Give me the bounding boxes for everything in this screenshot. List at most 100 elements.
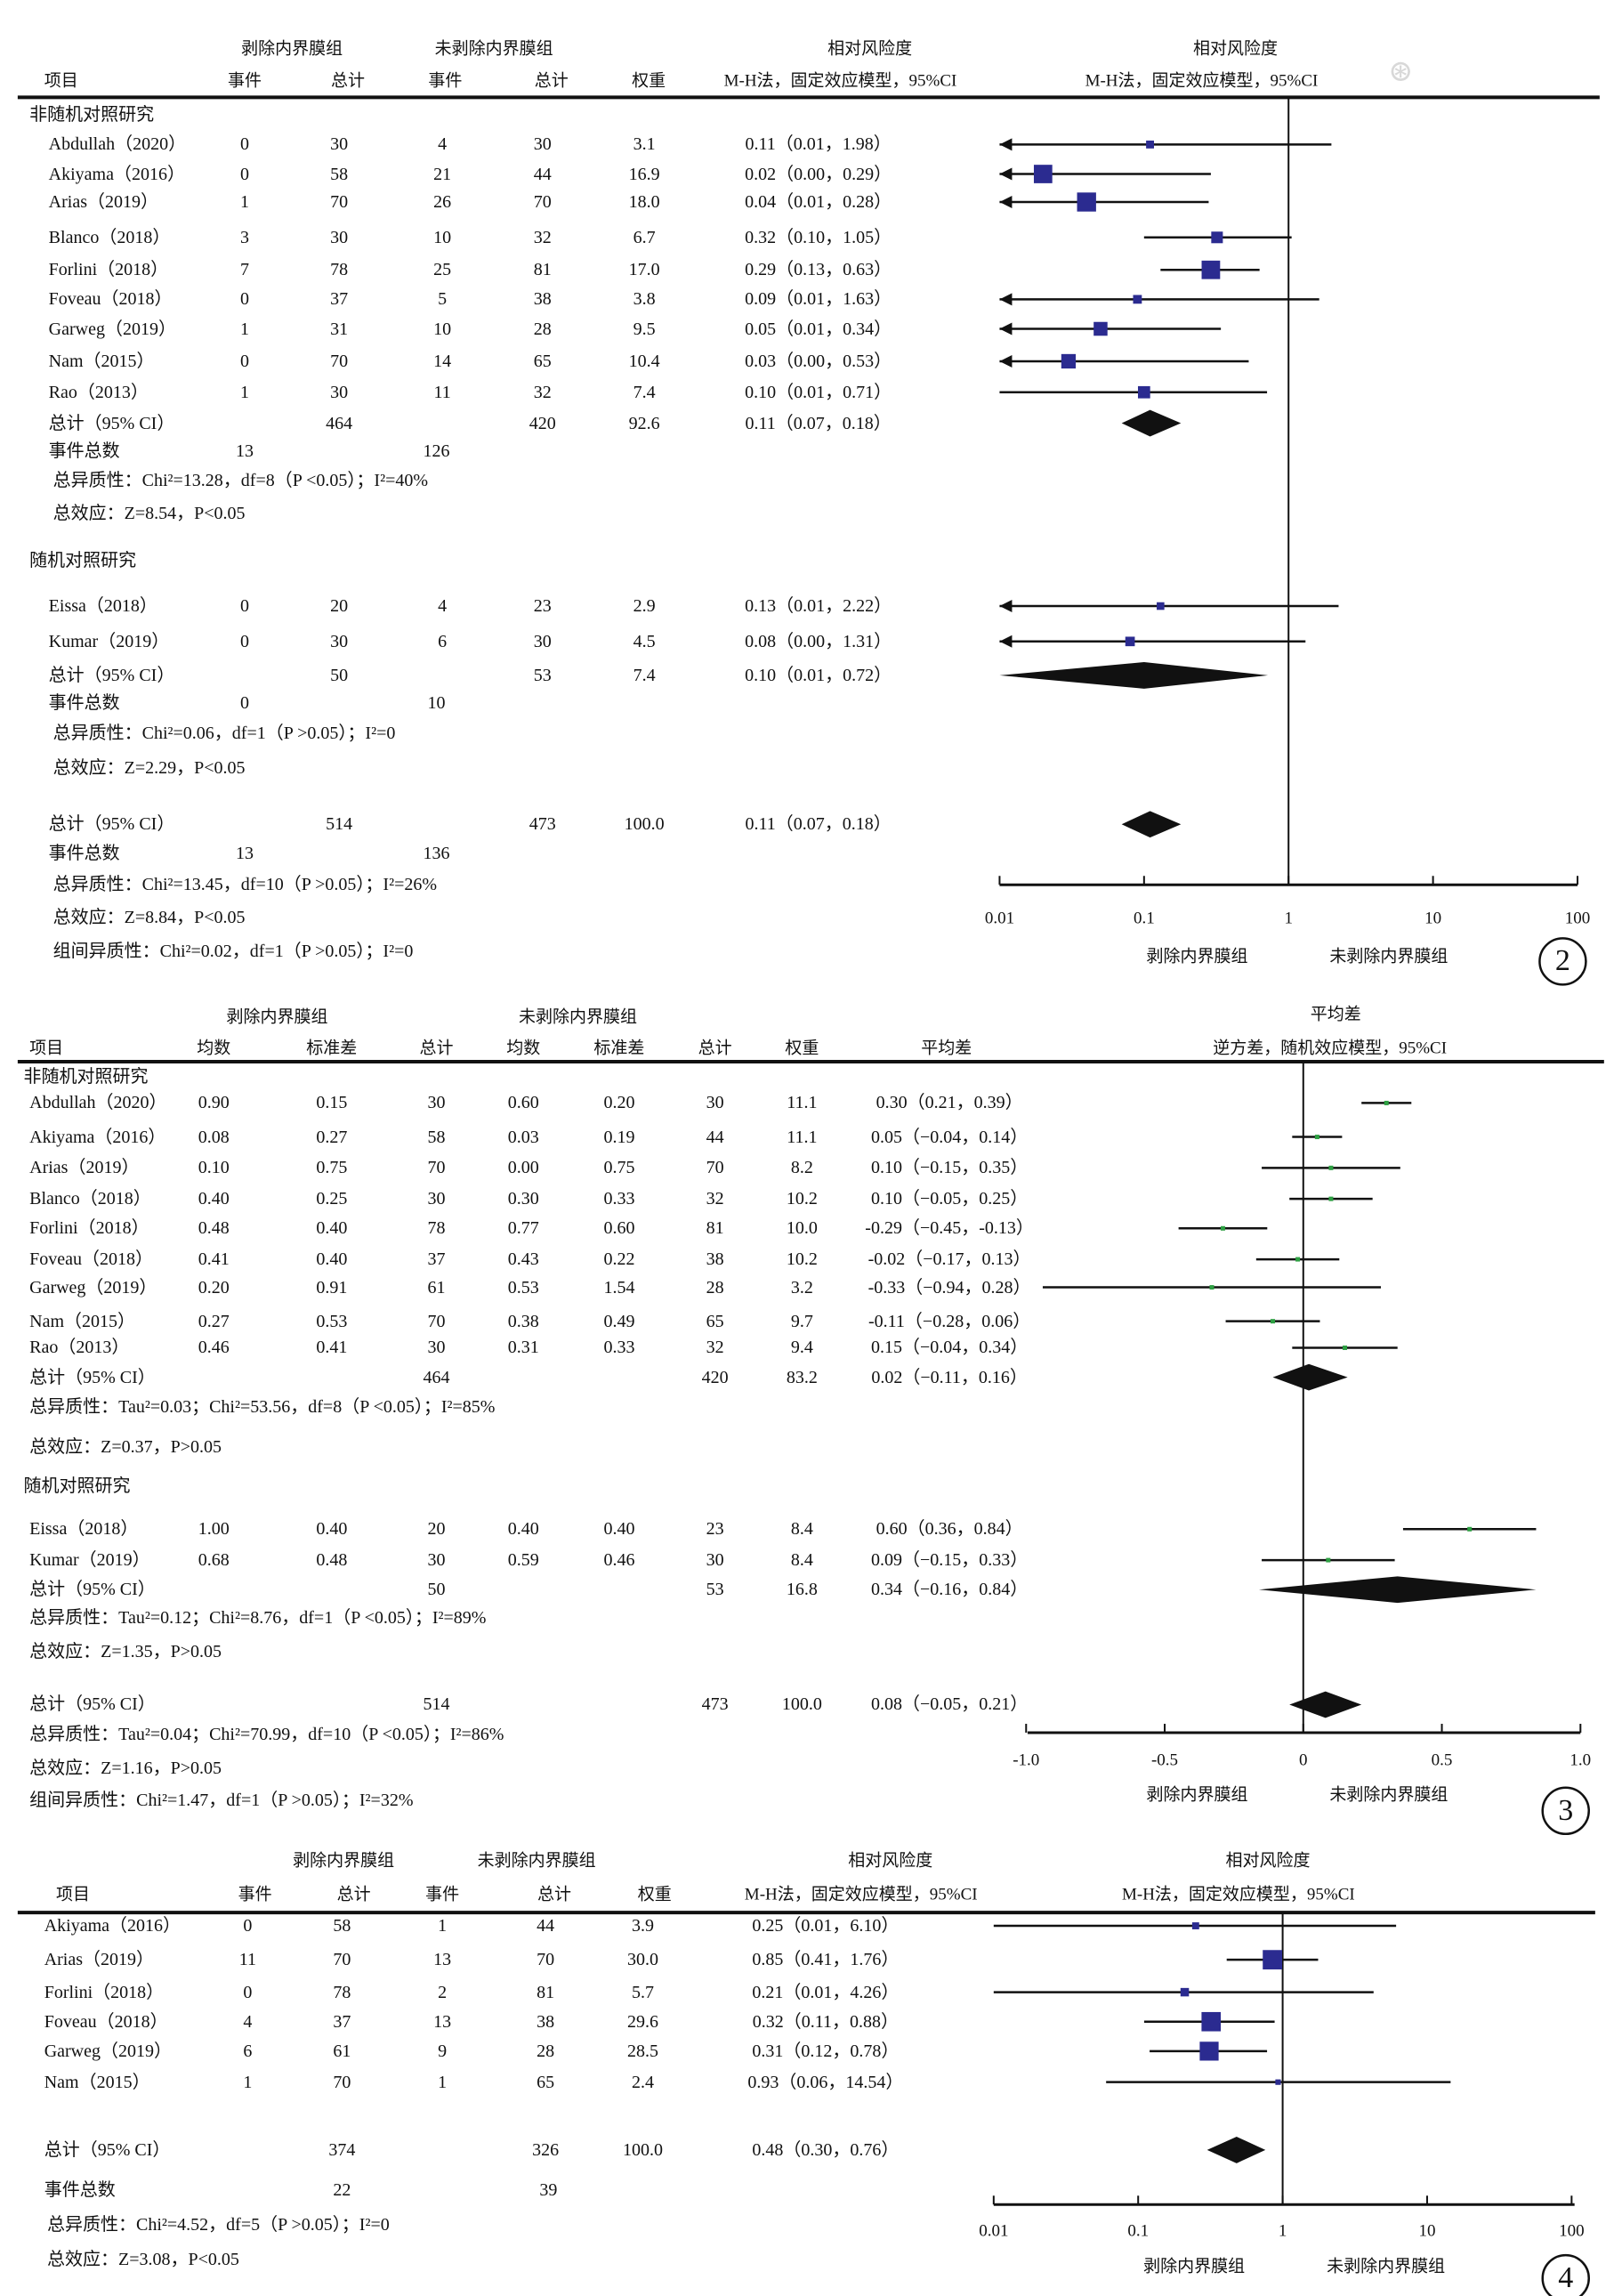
column-header: 事件	[238, 1885, 272, 1904]
study-name: Kumar（2019）	[29, 1550, 150, 1571]
row-value: -0.29（−0.45，-0.13）	[865, 1218, 1034, 1239]
row-value: 30	[427, 1550, 446, 1571]
row-value: 30	[330, 631, 349, 651]
row-value: 0.31	[507, 1338, 539, 1358]
row-value: 2.9	[633, 596, 656, 617]
row-value: 38	[537, 2011, 555, 2032]
statistics-line: 总效应：Z=3.08，P<0.05	[47, 2249, 239, 2269]
row-value: 3.2	[790, 1277, 813, 1298]
row-value: 30	[427, 1338, 446, 1358]
study-effect-square	[1191, 1922, 1199, 1929]
events-label: 事件总数	[44, 2179, 116, 2200]
statistics-line: 总异质性：Tau²=0.04；Chi²=70.99，df=10（P <0.05）…	[29, 1724, 504, 1744]
x-tick-label: 0.01	[984, 909, 1015, 928]
row-value: 464	[326, 413, 353, 433]
plot-method-header: 逆方差，随机效应模型，95%CI	[1213, 1039, 1448, 1058]
study-effect-square	[1275, 2079, 1281, 2085]
row-value: 10	[433, 319, 452, 339]
favours-left-label: 剥除内界膜组	[1146, 1785, 1248, 1805]
row-value: -0.11（−0.28，0.06）	[867, 1311, 1031, 1331]
row-value: 0.27	[198, 1311, 230, 1331]
row-value: 6.7	[633, 227, 656, 247]
panel-number: 3	[1558, 1793, 1574, 1827]
study-effect-square	[1061, 353, 1077, 369]
row-value: 70	[333, 1950, 351, 1970]
pooled-effect-diamond	[1121, 811, 1182, 838]
group1-header: 剥除内界膜组	[226, 1007, 328, 1027]
row-value: 0	[240, 351, 250, 371]
row-value: 8.4	[790, 1519, 813, 1540]
row-value: 81	[706, 1218, 724, 1239]
row-value: 0	[240, 596, 250, 617]
row-value: 0.27	[316, 1127, 348, 1147]
row-value: 0.53	[316, 1311, 348, 1331]
study-effect-square	[1295, 1257, 1301, 1262]
statistics-line: 总效应：Z=8.54，P<0.05	[52, 503, 246, 523]
row-value: 0	[240, 289, 250, 310]
study-name: Rao（2013）	[29, 1338, 130, 1358]
row-value: 7.4	[633, 665, 656, 685]
row-value: 2	[438, 1982, 448, 2002]
column-header: 事件	[228, 71, 262, 91]
statistics-line: 总效应：Z=1.35，P>0.05	[29, 1641, 222, 1661]
row-value: 18.0	[628, 192, 660, 212]
row-value: 0	[240, 631, 250, 651]
row-value: 0.40	[316, 1519, 348, 1540]
study-name: Forlini（2018）	[48, 260, 169, 280]
plot-method-header: M-H法，固定效应模型，95%CI	[1121, 1885, 1355, 1904]
arrow-left-icon	[999, 635, 1013, 648]
row-value: 0.29（0.13，0.63）	[745, 260, 892, 280]
panel-number: 2	[1554, 944, 1570, 978]
row-value: 0.68	[198, 1550, 230, 1571]
row-value: 81	[533, 260, 552, 280]
row-value: 0.09（−0.15，0.33）	[870, 1550, 1029, 1571]
row-value: 28	[537, 2041, 555, 2061]
study-effect-square	[1201, 260, 1221, 279]
row-value: 30	[427, 1093, 446, 1113]
row-value: 70	[330, 192, 349, 212]
effect-method-header: M-H法，固定效应模型，95%CI	[744, 1885, 978, 1904]
study-effect-square	[1211, 231, 1223, 244]
row-value: 0.10（0.01，0.71）	[745, 382, 892, 402]
row-value: 58	[330, 164, 349, 184]
row-value: 83.2	[786, 1367, 818, 1387]
row-value: 0.77	[507, 1218, 539, 1239]
row-value: 0.48（0.30，0.76）	[752, 2139, 900, 2160]
row-value: 0	[240, 164, 250, 184]
study-name: Garweg（2019）	[29, 1277, 157, 1298]
row-value: 0.02（−0.11，0.16）	[871, 1367, 1028, 1387]
statistics-line: 总异质性：Chi²=0.06，df=1（P >0.05）；I²=0	[52, 723, 396, 743]
x-tick-label: 100	[1559, 2221, 1585, 2241]
study-name: Arias（2019）	[48, 192, 158, 212]
row-value: 13	[433, 2011, 452, 2032]
favours-right-label: 未剥除内界膜组	[1327, 2257, 1446, 2276]
row-value: 4	[438, 596, 448, 617]
total-label: 总计（95% CI）	[48, 413, 175, 433]
row-value: 70	[333, 2072, 351, 2092]
row-value: 0.60	[603, 1218, 635, 1239]
row-value: 50	[330, 665, 349, 685]
column-header: 均数	[197, 1039, 231, 1058]
row-value: 1	[240, 382, 250, 402]
column-header: 总计	[419, 1039, 454, 1058]
plot-title: 相对风险度	[1225, 1851, 1311, 1871]
events-label: 事件总数	[48, 693, 120, 714]
row-value: 53	[706, 1580, 724, 1600]
column-header: 事件	[428, 71, 463, 91]
row-value: 0	[243, 1982, 253, 2002]
study-effect-square	[1326, 1557, 1331, 1563]
subgroup-heading: 随机对照研究	[23, 1476, 131, 1497]
arrow-left-icon	[999, 354, 1013, 368]
study-name: Foveau（2018）	[29, 1249, 154, 1270]
row-value: 32	[533, 382, 552, 402]
total-label: 总计（95% CI）	[29, 1367, 156, 1387]
row-value: 0.30（0.21，0.39）	[876, 1093, 1023, 1113]
subgroup-heading: 非随机对照研究	[29, 105, 155, 125]
row-value: 31	[330, 319, 349, 339]
study-effect-square	[1271, 1319, 1276, 1324]
row-value: 4.5	[633, 631, 656, 651]
column-header: 权重	[632, 71, 666, 91]
row-value: 0.41	[198, 1249, 230, 1270]
row-value: -0.33（−0.94，0.28）	[867, 1277, 1031, 1298]
study-name: Blanco（2018）	[29, 1189, 151, 1209]
